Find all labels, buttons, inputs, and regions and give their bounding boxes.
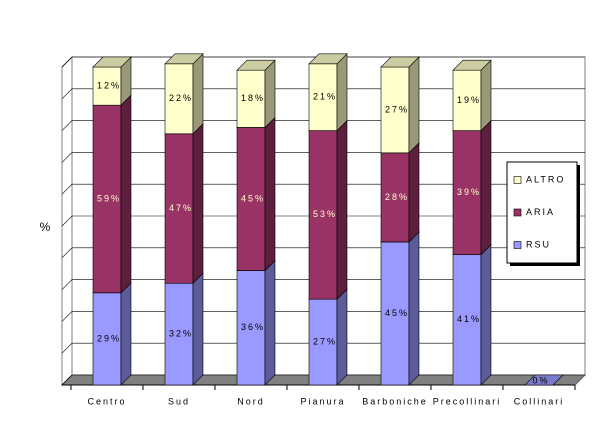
bar-front [236, 69, 266, 128]
value-label: 0% [532, 375, 549, 385]
bar-front [236, 270, 266, 386]
value-label: 36% [241, 322, 265, 332]
bar-side [192, 272, 204, 386]
value-label: 39% [457, 187, 481, 197]
value-label: 45% [385, 308, 409, 318]
x-tick-label: Sud [168, 396, 190, 406]
value-label: 22% [169, 93, 193, 103]
bar-top [452, 59, 492, 71]
bar-top [164, 53, 204, 65]
value-label: 59% [97, 193, 121, 203]
bar-side [408, 231, 420, 386]
bar-front [452, 254, 482, 386]
value-label: 27% [385, 104, 409, 114]
bar-side [192, 123, 204, 284]
x-tick-label: Precollinari [433, 396, 502, 406]
x-tick-label: Collinari [514, 396, 565, 406]
bar-side [480, 59, 492, 132]
value-label: 27% [313, 336, 337, 346]
value-label: 32% [169, 328, 193, 338]
bar-side [336, 288, 348, 386]
bar-front [236, 127, 266, 271]
bar-segment [164, 53, 204, 135]
bar-segment [92, 282, 132, 386]
bar-top [380, 56, 420, 68]
bar-front [380, 66, 410, 154]
bar-side [264, 259, 276, 386]
bar-front [92, 292, 122, 386]
x-tick-label: Barboniche [362, 396, 428, 406]
value-label: 21% [313, 92, 337, 102]
legend-swatch [513, 176, 522, 184]
legend-swatch [513, 208, 522, 217]
y-axis-label: % [40, 220, 53, 234]
value-label: 47% [169, 203, 193, 213]
bar-side [264, 116, 276, 272]
legend-swatch [513, 241, 522, 249]
bar-front [92, 104, 122, 294]
value-label: 41% [457, 314, 481, 324]
legend-label: ALTRO [526, 174, 565, 184]
bar-side [408, 142, 420, 243]
x-tick-label: Pianura [300, 396, 345, 406]
value-label: 28% [385, 192, 409, 202]
x-tick-label: Nord [237, 396, 265, 406]
bar-top [236, 59, 276, 71]
bar-side [336, 119, 348, 300]
bar-side [408, 56, 420, 154]
bar-side [120, 282, 132, 386]
value-label: 18% [241, 93, 265, 103]
bar-segment [524, 374, 564, 386]
bar-segment [236, 59, 276, 129]
bar-segment [452, 243, 492, 386]
bar-segment [380, 56, 420, 154]
x-tick-label: Centro [87, 396, 126, 406]
bar-front [164, 282, 194, 386]
bar-side [336, 53, 348, 132]
legend-label: ARIA [526, 207, 555, 217]
bar-segment [92, 56, 132, 106]
bar-side [192, 53, 204, 135]
bar-top [92, 56, 132, 68]
value-label: 19% [457, 95, 481, 105]
bar-front [92, 66, 122, 106]
value-label: 45% [241, 193, 265, 203]
bar-side [480, 243, 492, 386]
value-label: 29% [97, 333, 121, 343]
legend-label: RSU [526, 239, 551, 249]
bar-front [164, 63, 194, 135]
bar-top [308, 53, 348, 65]
bar-segment [308, 53, 348, 132]
bar-front [308, 130, 338, 300]
bar-front [308, 298, 338, 386]
bar-side [264, 59, 276, 129]
value-label: 53% [313, 209, 337, 219]
bar-side [480, 119, 492, 256]
bar-top [524, 374, 564, 386]
value-label: 12% [97, 80, 121, 90]
bar-side [120, 94, 132, 294]
bar-segment [452, 59, 492, 132]
